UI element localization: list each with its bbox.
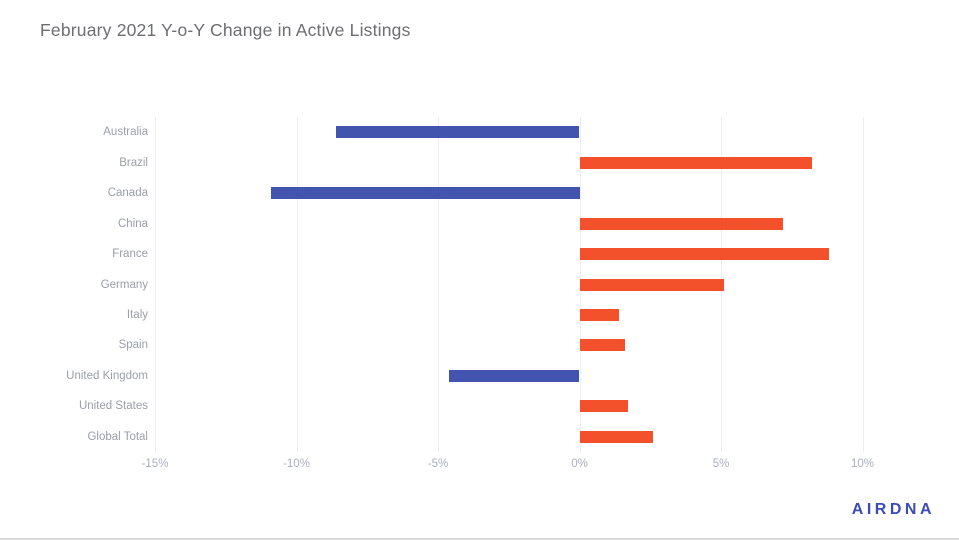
grid-line [438,117,439,452]
category-label: Germany [100,278,148,291]
bar-germany [579,278,724,291]
chart-title: February 2021 Y-o-Y Change in Active Lis… [40,20,411,40]
bar-united-kingdom [449,369,580,382]
x-tick-label: -5% [427,458,449,470]
x-tick-label: 5% [712,458,730,470]
category-label: Australia [103,126,148,139]
bar-global-total [579,430,654,443]
category-label: Canada [107,187,148,200]
bar-canada [271,187,580,200]
x-tick-label: -15% [141,458,169,470]
grid-line [296,117,298,452]
plot-area [155,117,905,452]
bar-united-states [579,400,628,413]
category-label: United Kingdom [66,369,148,382]
category-label: Italy [126,309,148,321]
category-label: China [117,217,148,230]
bar-spain [579,339,625,352]
bar-brazil [579,156,812,169]
airdna-logo: AIRDNA [851,501,935,518]
grid-line [155,117,156,452]
bar-australia [336,126,580,139]
category-label: Global Total [87,430,148,443]
category-label: Spain [118,339,148,352]
x-tick-label: -10% [283,458,310,470]
grid-line [862,117,864,452]
category-label: United States [78,400,148,413]
bar-italy [579,309,620,321]
x-tick-label: 10% [850,458,875,470]
bar-china [579,217,784,230]
x-tick-label: 0% [571,458,588,470]
category-label: France [112,248,148,260]
category-label: Brazil [119,156,148,169]
bar-france [579,248,829,260]
bottom-divider [0,538,959,540]
